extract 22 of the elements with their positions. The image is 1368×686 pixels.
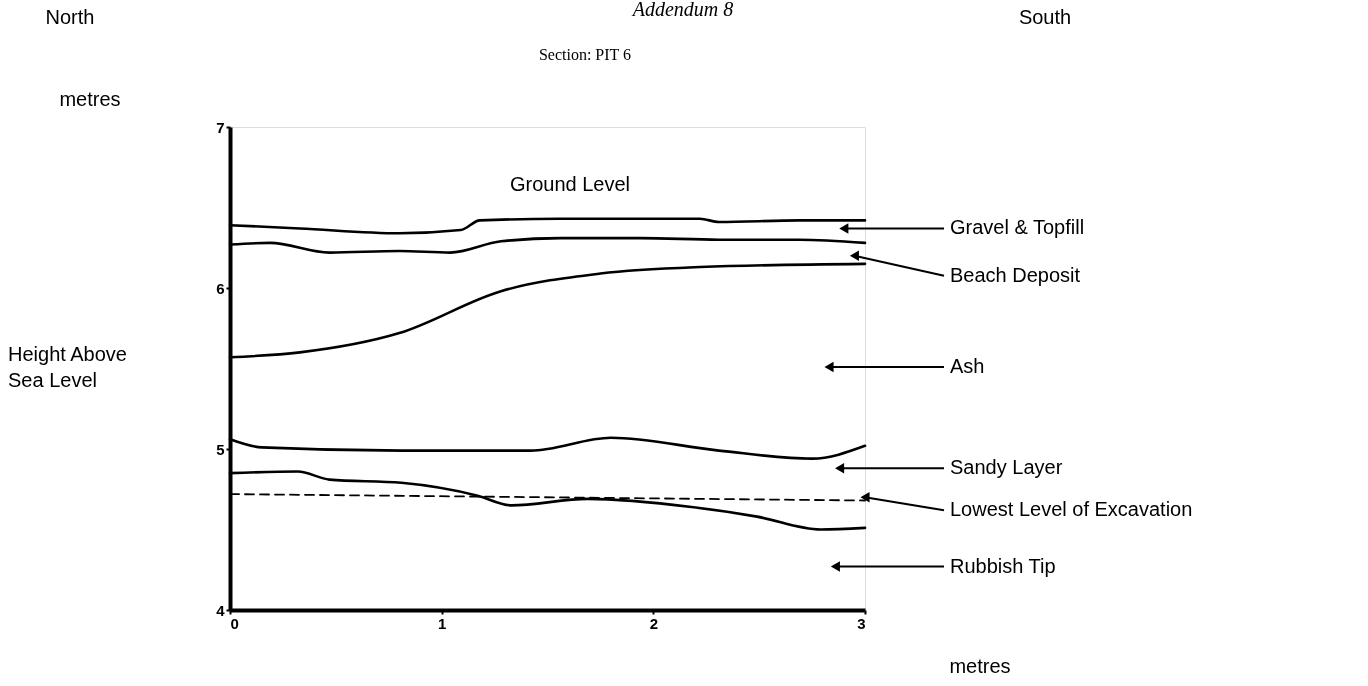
y-tick-label: 6 bbox=[216, 279, 225, 297]
x-tick-label: 1 bbox=[437, 614, 447, 632]
y-tick-label: 7 bbox=[216, 118, 225, 136]
x-tick-label: 0 bbox=[230, 614, 239, 632]
y-tick-label: 4 bbox=[216, 601, 226, 619]
chart-title: Addendum 8 bbox=[630, 0, 734, 20]
annotation: Gravel & Topfill bbox=[950, 216, 1085, 239]
annotation: Beach Deposit bbox=[950, 263, 1081, 286]
annotation: Sandy Layer bbox=[950, 456, 1063, 479]
y-axis-title: Height Above Sea Level bbox=[8, 343, 127, 391]
annotation: Ground Level bbox=[509, 173, 631, 195]
text: South bbox=[1018, 6, 1072, 28]
annotation: Rubbish Tip bbox=[950, 554, 1056, 577]
x-tick-label: 2 bbox=[649, 614, 659, 632]
y-tick-label: 5 bbox=[216, 440, 225, 458]
x-tick-label: 3 bbox=[857, 614, 866, 632]
annotation: Lowest Level of Excavation bbox=[950, 498, 1193, 521]
x-axis-title: metres bbox=[949, 655, 1011, 677]
text: metres bbox=[59, 88, 121, 110]
annotation: Ash bbox=[950, 354, 985, 377]
text: North bbox=[45, 6, 95, 28]
chart-subtitle: Section: PIT 6 bbox=[538, 46, 632, 63]
